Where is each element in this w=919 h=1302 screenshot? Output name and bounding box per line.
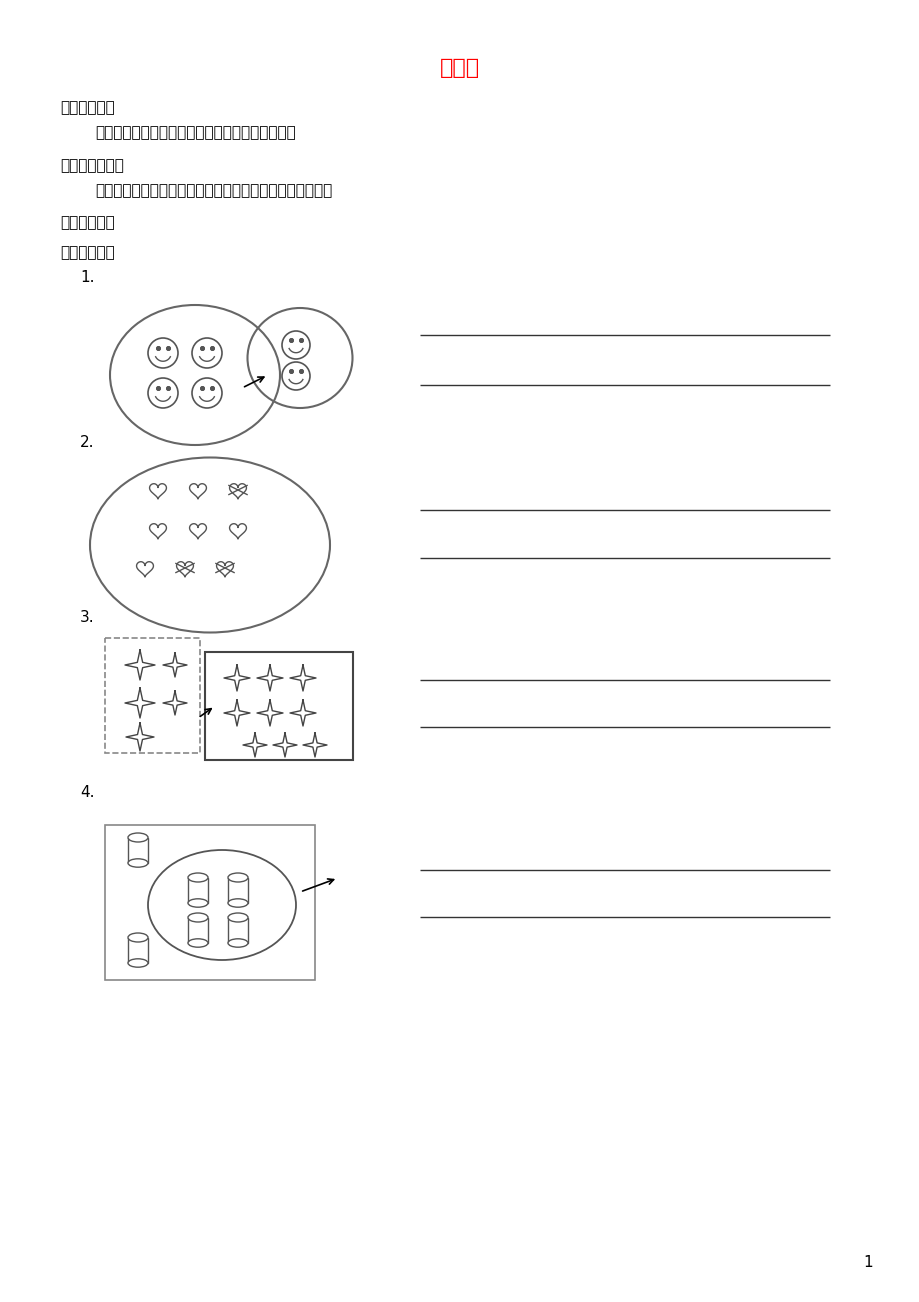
Ellipse shape [228, 898, 248, 907]
Ellipse shape [228, 939, 248, 947]
Bar [205, 652, 353, 760]
Text: 【学习重难点】: 【学习重难点】 [60, 158, 124, 173]
Bar [128, 937, 148, 963]
Ellipse shape [128, 833, 148, 842]
Text: 【学习目标】: 【学习目标】 [60, 100, 115, 115]
Ellipse shape [187, 939, 208, 947]
Ellipse shape [187, 913, 208, 922]
Bar [105, 825, 314, 980]
Text: 1: 1 [862, 1255, 872, 1269]
Ellipse shape [187, 874, 208, 881]
Text: 4.: 4. [80, 785, 95, 799]
Bar [105, 638, 199, 753]
Bar [228, 878, 248, 904]
Bar [187, 878, 208, 904]
Ellipse shape [228, 874, 248, 881]
Text: 3.: 3. [80, 611, 95, 625]
Text: 探究与体会加与减的关系：减法是加法的逆运算。: 探究与体会加与减的关系：减法是加法的逆运算。 [95, 125, 295, 141]
Text: 加与减: 加与减 [439, 59, 480, 78]
Ellipse shape [128, 958, 148, 967]
Ellipse shape [128, 859, 148, 867]
Ellipse shape [228, 913, 248, 922]
Ellipse shape [187, 898, 208, 907]
Bar [187, 918, 208, 943]
Bar [128, 837, 148, 863]
Text: 2.: 2. [80, 435, 95, 450]
Bar [228, 918, 248, 943]
Text: 通过学习，学生能知道减是加的逆，减法是加法的逆运算。: 通过学习，学生能知道减是加的逆，减法是加法的逆运算。 [95, 184, 332, 198]
Text: 1.: 1. [80, 270, 95, 285]
Text: 一、看图列式: 一、看图列式 [60, 245, 115, 260]
Ellipse shape [128, 934, 148, 943]
Text: 【学习过程】: 【学习过程】 [60, 215, 115, 230]
